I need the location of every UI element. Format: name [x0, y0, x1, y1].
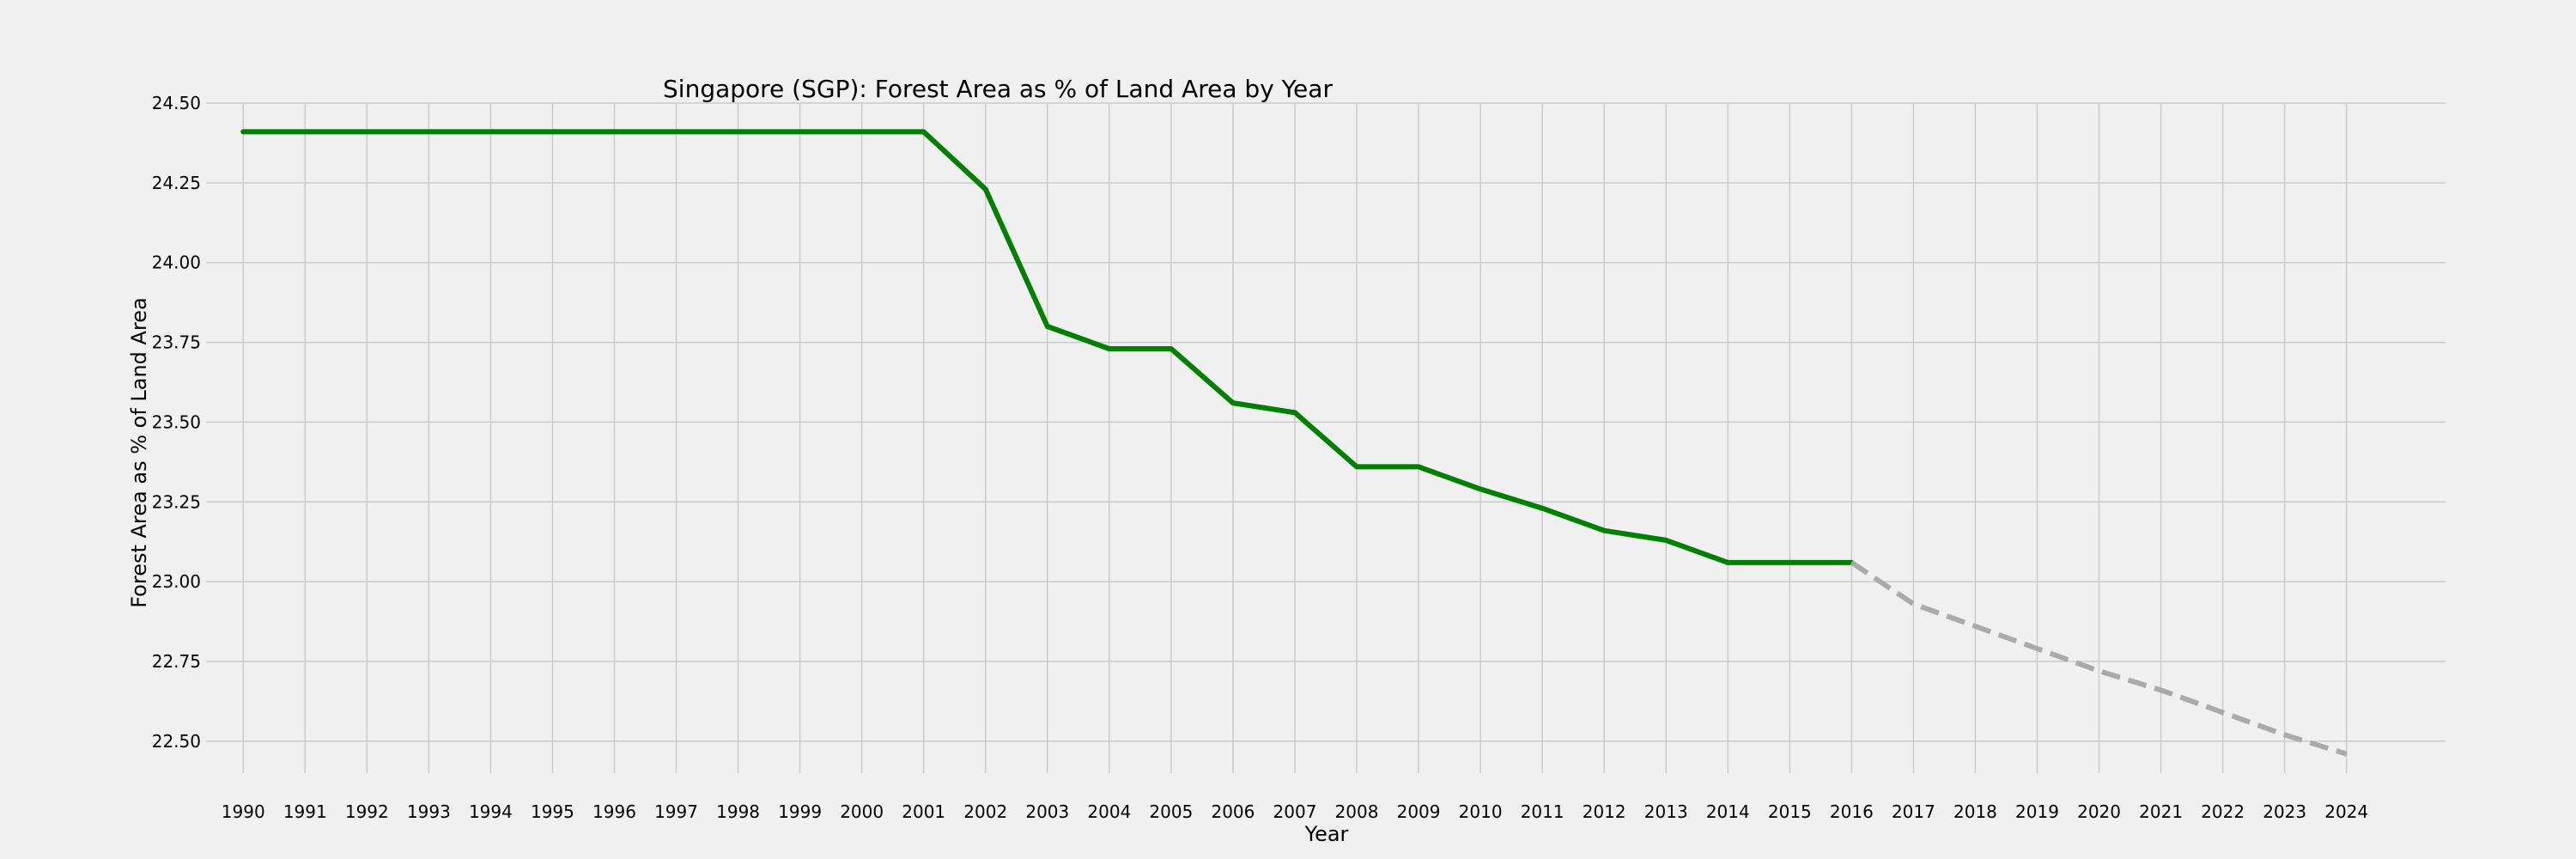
- x-tick-label: 2020: [2077, 801, 2121, 822]
- x-tick-label: 2010: [1459, 801, 1503, 822]
- x-tick-label: 2019: [2015, 801, 2059, 822]
- x-tick-label: 2021: [2139, 801, 2183, 822]
- x-axis-label: Year: [1304, 822, 1349, 846]
- y-tick-label: 24.25: [152, 173, 201, 193]
- y-tick-label: 23.75: [152, 332, 201, 353]
- series-lines: [240, 129, 2348, 757]
- x-tick-label: 2003: [1025, 801, 1069, 822]
- y-tick-label: 23.25: [152, 491, 201, 512]
- x-tick-label: 2014: [1706, 801, 1750, 822]
- x-tick-label: 2023: [2263, 801, 2306, 822]
- x-tick-label: 2024: [2324, 801, 2368, 822]
- x-tick-label: 2002: [963, 801, 1007, 822]
- x-tick-label: 2013: [1644, 801, 1688, 822]
- y-tick-label: 23.50: [152, 411, 201, 432]
- x-tick-label: 1999: [778, 801, 822, 822]
- y-tick-label: 24.00: [152, 253, 201, 273]
- x-tick-label: 2008: [1335, 801, 1379, 822]
- y-tick-labels: 22.50 22.75 23.00 23.25 23.50 23.75 24.00 24.25…: [152, 93, 201, 752]
- x-tick-label: 1991: [283, 801, 327, 822]
- x-tick-label: 2000: [840, 801, 884, 822]
- y-tick-label: 24.50: [152, 93, 201, 113]
- x-tick-label: 2017: [1892, 801, 1935, 822]
- y-tick-label: 22.75: [152, 651, 201, 672]
- x-tick-label: 2015: [1768, 801, 1812, 822]
- x-tick-label: 2011: [1521, 801, 1564, 822]
- y-tick-label: 22.50: [152, 731, 201, 752]
- x-tick-label: 2012: [1583, 801, 1626, 822]
- x-tick-label: 1998: [716, 801, 760, 822]
- x-tick-label: 1993: [407, 801, 451, 822]
- x-tick-label: 2016: [1830, 801, 1874, 822]
- x-tick-label: 2005: [1149, 801, 1193, 822]
- x-tick-labels: 1990 1991 1992 1993 1994 1995 1996 1997 1998 1999…: [222, 801, 2368, 822]
- x-tick-label: 1997: [654, 801, 698, 822]
- x-tick-label: 1992: [345, 801, 389, 822]
- x-tick-label: 2004: [1087, 801, 1131, 822]
- x-tick-label: 1995: [531, 801, 574, 822]
- x-tick-label: 2022: [2201, 801, 2245, 822]
- x-tick-label: 2006: [1211, 801, 1255, 822]
- x-tick-label: 2009: [1397, 801, 1441, 822]
- x-tick-label: 2018: [1953, 801, 1997, 822]
- chart-title: Singapore (SGP): Forest Area as % of Lan…: [663, 75, 1333, 103]
- x-tick-label: 2007: [1273, 801, 1317, 822]
- x-tick-label: 1994: [469, 801, 513, 822]
- grid-lines: [206, 102, 2445, 773]
- x-tick-label: 2001: [902, 801, 945, 822]
- x-tick-label: 1996: [592, 801, 636, 822]
- x-tick-label: 1990: [222, 801, 265, 822]
- y-axis-label: Forest Area as % of Land Area: [127, 297, 151, 608]
- y-tick-label: 23.00: [152, 571, 201, 592]
- projection-series-line: [1850, 560, 2348, 757]
